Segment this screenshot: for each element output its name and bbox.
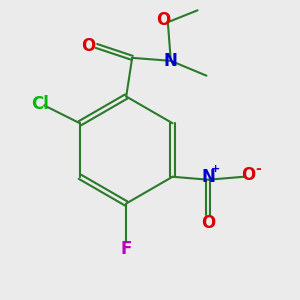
Text: +: + (211, 164, 220, 174)
Text: O: O (81, 37, 95, 55)
Text: N: N (201, 168, 215, 186)
Text: O: O (241, 166, 256, 184)
Text: O: O (156, 11, 170, 29)
Text: O: O (201, 214, 215, 232)
Text: -: - (255, 162, 261, 176)
Text: F: F (121, 240, 132, 258)
Text: Cl: Cl (31, 95, 49, 113)
Text: N: N (164, 52, 178, 70)
